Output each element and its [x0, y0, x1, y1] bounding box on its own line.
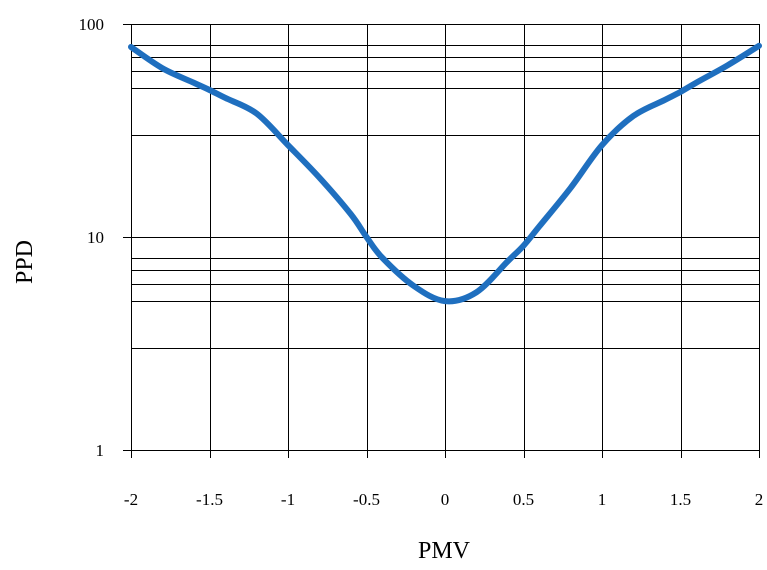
y-axis-ticks: 1 10 100 — [79, 15, 105, 460]
y-tick-label: 100 — [79, 15, 105, 34]
x-tick-label: 2 — [755, 490, 764, 509]
x-tick-label: -0.5 — [353, 490, 380, 509]
x-tick-label: 0.5 — [513, 490, 534, 509]
x-axis-ticks: -2 -1.5 -1 -0.5 0 0.5 1 1.5 2 — [124, 490, 763, 509]
x-tick-label: -1 — [281, 490, 295, 509]
plot-frame — [130, 24, 761, 450]
y-axis-title: PPD — [12, 240, 38, 284]
x-tick-label: -2 — [124, 490, 138, 509]
y-tick-label: 10 — [87, 228, 104, 247]
x-tick-label: -1.5 — [196, 490, 223, 509]
y-tick-label: 1 — [96, 441, 105, 460]
x-tick-label: 1.5 — [670, 490, 691, 509]
x-tick-label: 0 — [441, 490, 450, 509]
gridlines — [123, 24, 760, 458]
series-layer — [128, 42, 762, 305]
x-axis-title: PMV — [418, 538, 471, 564]
series-line — [128, 42, 762, 305]
x-tick-label: 1 — [598, 490, 607, 509]
